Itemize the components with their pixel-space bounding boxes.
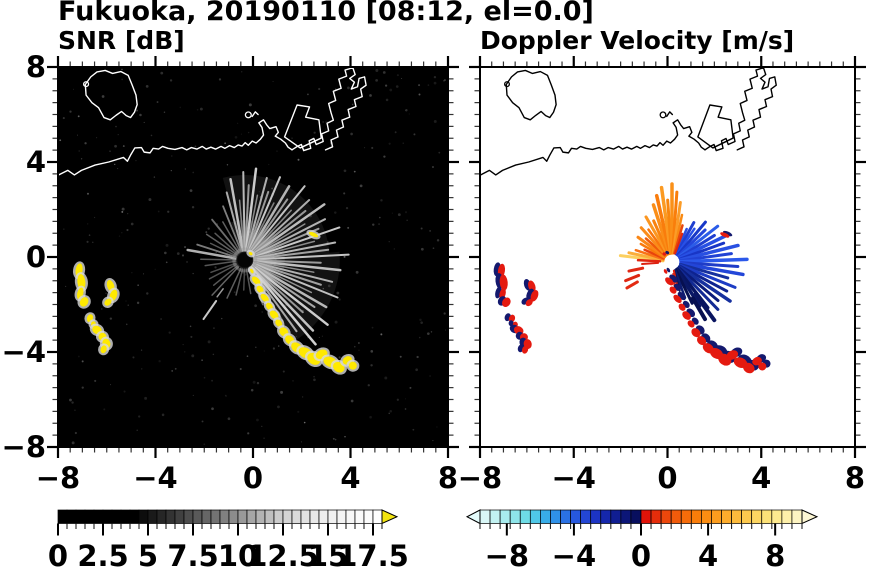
x-tick-label: 0: [242, 461, 264, 495]
colorbar-over-arrow: [381, 509, 399, 525]
snr-panel-label: SNR [dB]: [58, 26, 185, 55]
snr-colorbar-label: 0: [47, 539, 69, 570]
velocity-colorbar-label: 0: [630, 539, 652, 570]
snr-colorbar-label: 12.5: [247, 539, 319, 570]
velocity-echo-blobs: [493, 230, 771, 374]
snr-colorbar-label: 7.5: [167, 539, 219, 570]
snr-colorbar: [57, 509, 399, 536]
doppler-panel-plot: [469, 56, 866, 458]
radar-rays: [186, 167, 350, 346]
colorbar-ticks: [479, 523, 803, 536]
colorbar-ticks: [57, 523, 383, 536]
velocity-colorbar-label: −4: [551, 539, 597, 570]
snr-panel-plot: [47, 56, 459, 458]
velocity-colorbar-label: 4: [697, 539, 719, 570]
y-tick-label: −4: [1, 335, 46, 369]
radar-site-disk: [665, 254, 679, 269]
colorbar-cells: [479, 509, 803, 524]
y-tick-label: 8: [25, 50, 46, 84]
radar-rays: [673, 220, 749, 323]
snr-colorbar-label: 15: [307, 539, 349, 570]
radar-site-ring: [232, 247, 258, 273]
snr-colorbar-label: 5: [137, 539, 159, 570]
x-tick-label: −4: [551, 461, 596, 495]
velocity-colorbar: [465, 509, 819, 536]
y-tick-label: −8: [1, 430, 46, 464]
doppler-panel-label: Doppler Velocity [m/s]: [480, 26, 795, 55]
x-tick-label: 8: [437, 461, 459, 495]
y-tick-label: 4: [25, 145, 46, 179]
snr-colorbar-label: 17.5: [337, 539, 409, 570]
colorbar-cells: [57, 509, 383, 524]
snr-colorbar-label: 2.5: [77, 539, 129, 570]
snr-echo-blobs: [72, 229, 360, 375]
x-tick-label: 8: [844, 461, 866, 495]
x-tick-label: 4: [340, 461, 361, 495]
x-tick-label: −4: [133, 461, 178, 495]
colorbar-over-arrow: [801, 509, 819, 525]
snr-colorbar-label: 10: [217, 539, 259, 570]
x-tick-label: 4: [751, 461, 772, 495]
figure-title: Fukuoka, 20190110 [08:12, el=0.0]: [58, 0, 594, 27]
x-tick-label: −8: [35, 461, 81, 495]
noise-speckle: [59, 68, 447, 446]
x-tick-label: −8: [457, 461, 503, 495]
velocity-colorbar-label: −8: [484, 539, 530, 570]
velocity-colorbar-label: 8: [765, 539, 786, 570]
x-tick-label: 0: [657, 461, 678, 495]
colorbar-under-arrow: [465, 509, 481, 525]
y-tick-label: 0: [25, 240, 46, 274]
